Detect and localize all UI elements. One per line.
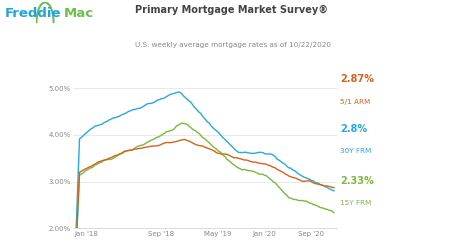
Text: U.S. weekly average mortgage rates as of 10/22/2020: U.S. weekly average mortgage rates as of… — [135, 42, 331, 48]
Text: 2.8%: 2.8% — [340, 124, 367, 134]
Text: Mac: Mac — [64, 7, 94, 20]
Text: 5/1 ARM: 5/1 ARM — [340, 99, 371, 105]
Text: 2.33%: 2.33% — [340, 176, 374, 186]
Text: Primary Mortgage Market Survey®: Primary Mortgage Market Survey® — [135, 5, 328, 15]
Text: 30Y FRM: 30Y FRM — [340, 148, 372, 154]
Text: 2.87%: 2.87% — [340, 74, 374, 84]
Text: Freddie: Freddie — [5, 7, 61, 20]
Text: 15Y FRM: 15Y FRM — [340, 200, 372, 206]
